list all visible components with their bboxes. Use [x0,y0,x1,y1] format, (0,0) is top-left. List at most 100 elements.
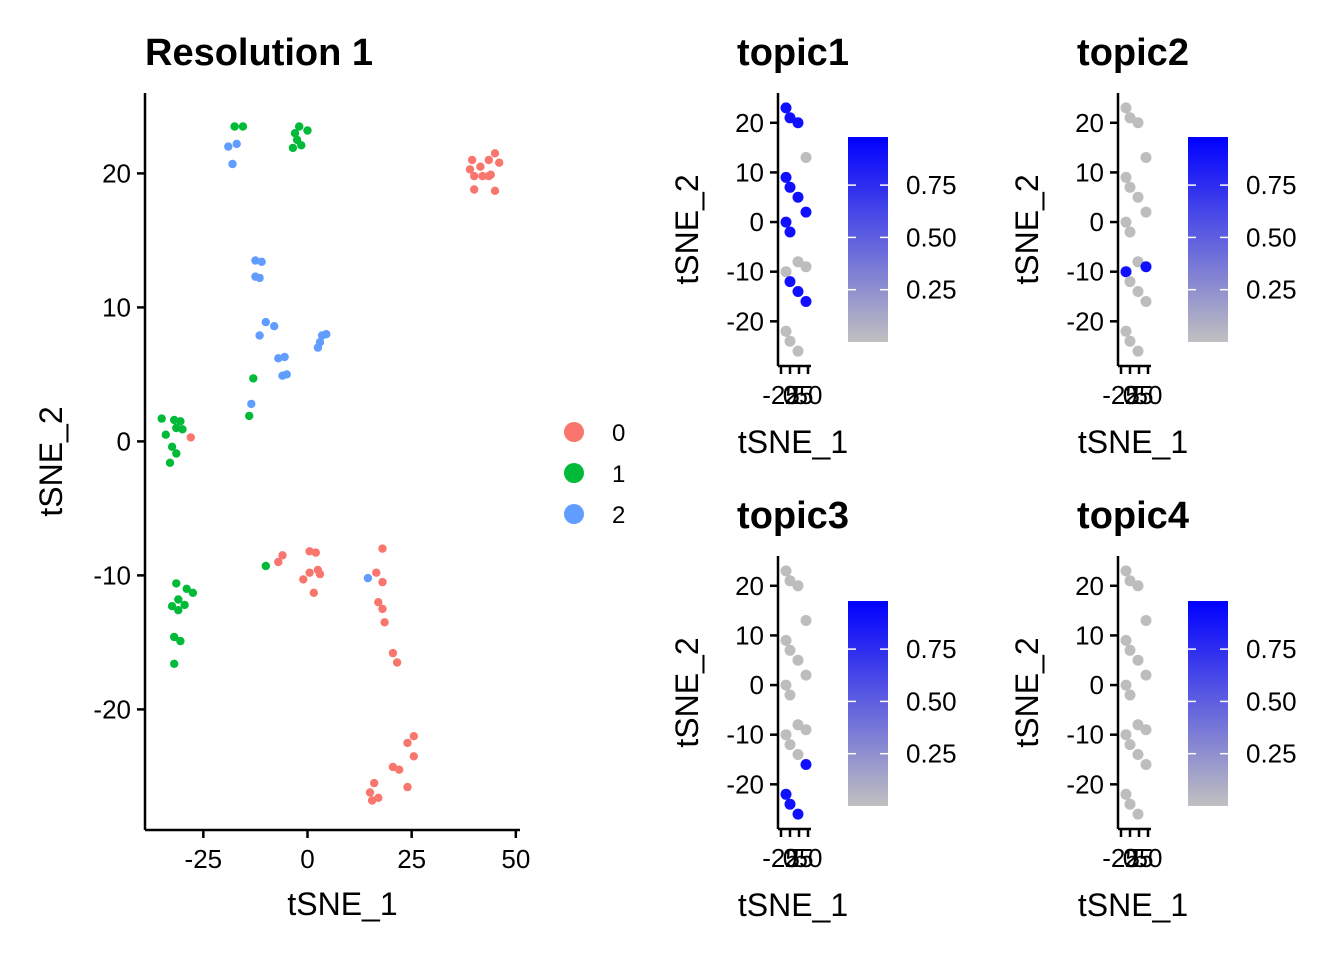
topic-point [1132,117,1144,129]
topic-point [1132,191,1144,203]
x-axis-label: tSNE_1 [1078,887,1188,923]
data-point-cluster-2 [251,256,260,265]
data-point-cluster-0 [465,165,475,174]
data-point-cluster-1 [297,141,306,150]
y-tick-label: 10 [735,620,764,650]
topic-point [800,759,812,770]
colorbar [848,601,888,806]
topic-point [1140,206,1152,218]
topic-point [792,580,804,592]
data-point-cluster-0 [365,788,375,797]
topic-point [1124,226,1136,238]
topic-point [784,798,796,810]
data-point-cluster-0 [409,732,418,741]
y-tick-label: 10 [1075,157,1104,187]
topic-point [1140,261,1152,273]
data-point-cluster-1 [230,122,239,131]
data-point-cluster-2 [270,322,279,331]
topic-point [1124,739,1136,751]
data-point-cluster-1 [172,449,181,458]
legend: 0 1 2 [564,420,625,529]
data-point-cluster-2 [261,317,270,327]
topic-point [1132,580,1144,592]
topic-point [800,615,812,626]
data-point-cluster-1 [188,588,198,597]
x-tick-label: 0 [1123,380,1137,410]
data-point-cluster-0 [388,648,398,658]
data-point-cluster-1 [170,659,179,668]
panel-title: topic2 [1077,32,1189,74]
topic-point [1132,808,1144,820]
topic-point [1120,325,1132,337]
topic-point [1120,679,1132,691]
panel-title: topic1 [737,32,849,74]
data-point-cluster-0 [186,433,195,442]
data-point-cluster-2 [255,273,264,283]
legend-label: 2 [612,502,625,529]
data-point-cluster-1 [172,579,181,588]
y-tick-label: -10 [1066,720,1104,750]
data-point-cluster-0 [409,752,418,761]
data-point-cluster-1 [261,561,270,571]
topic-panel-4: topic4-20-1001020-2502550tSNE_1tSNE_20.2… [1009,495,1297,923]
topic-point [1140,615,1152,626]
topic-point [800,261,812,273]
colorbar-label: 0.25 [906,275,957,305]
panel-title: topic4 [1077,495,1189,537]
x-axis-label: tSNE_1 [738,424,848,460]
data-point-cluster-1 [157,414,166,423]
colorbar-label: 0.75 [906,634,957,664]
legend-label: 0 [612,420,625,447]
topic-point [784,689,796,701]
topic-point [780,266,792,278]
data-point-cluster-2 [280,352,289,362]
x-tick-label: 50 [794,380,823,410]
y-axis-label: tSNE_2 [33,406,69,516]
topic-point [792,191,804,203]
x-tick-label: -25 [185,844,223,874]
x-axis-label: tSNE_1 [738,887,848,923]
data-point-cluster-0 [395,765,404,774]
data-point-cluster-0 [370,778,379,788]
colorbar-label: 0.75 [1246,170,1297,200]
topic-point [784,575,796,587]
topic-points [780,102,812,357]
data-point-cluster-0 [378,544,387,553]
data-point-cluster-0 [374,598,383,607]
colorbar [848,137,888,342]
topic-point [784,644,796,656]
topic-point [1140,724,1152,736]
colorbar-label: 0.50 [1246,686,1297,716]
data-point-cluster-0 [380,618,389,627]
topic-point [780,729,792,741]
x-tick-label: 0 [783,843,797,873]
colorbar-label: 0.50 [1246,222,1297,252]
topic-point [1124,112,1136,124]
y-tick-label: -20 [1066,769,1104,799]
data-point-cluster-1 [161,430,170,439]
topic-point [780,679,792,691]
topic-point [784,739,796,751]
x-tick-label: 0 [1123,843,1137,873]
data-point-cluster-0 [378,577,387,587]
colorbar-label: 0.75 [1246,634,1297,664]
data-point-cluster-2 [257,257,266,266]
y-tick-label: -20 [726,769,764,799]
y-tick-label: 10 [102,292,131,322]
data-point-cluster-0 [490,186,500,195]
main-points [157,122,504,805]
colorbar-label: 0.25 [1246,739,1297,769]
topic-points [1120,565,1152,820]
topic-point [800,669,812,681]
data-point-cluster-1 [167,442,177,451]
colorbar [1188,601,1228,806]
topic-points [1120,102,1152,357]
x-tick-label: 50 [794,843,823,873]
data-point-cluster-1 [167,602,177,611]
topic-point [784,335,796,347]
topic-point [792,345,804,357]
topic-point [780,325,792,337]
data-point-cluster-1 [170,632,179,642]
data-point-cluster-0 [478,171,487,181]
topic-point [792,719,804,731]
